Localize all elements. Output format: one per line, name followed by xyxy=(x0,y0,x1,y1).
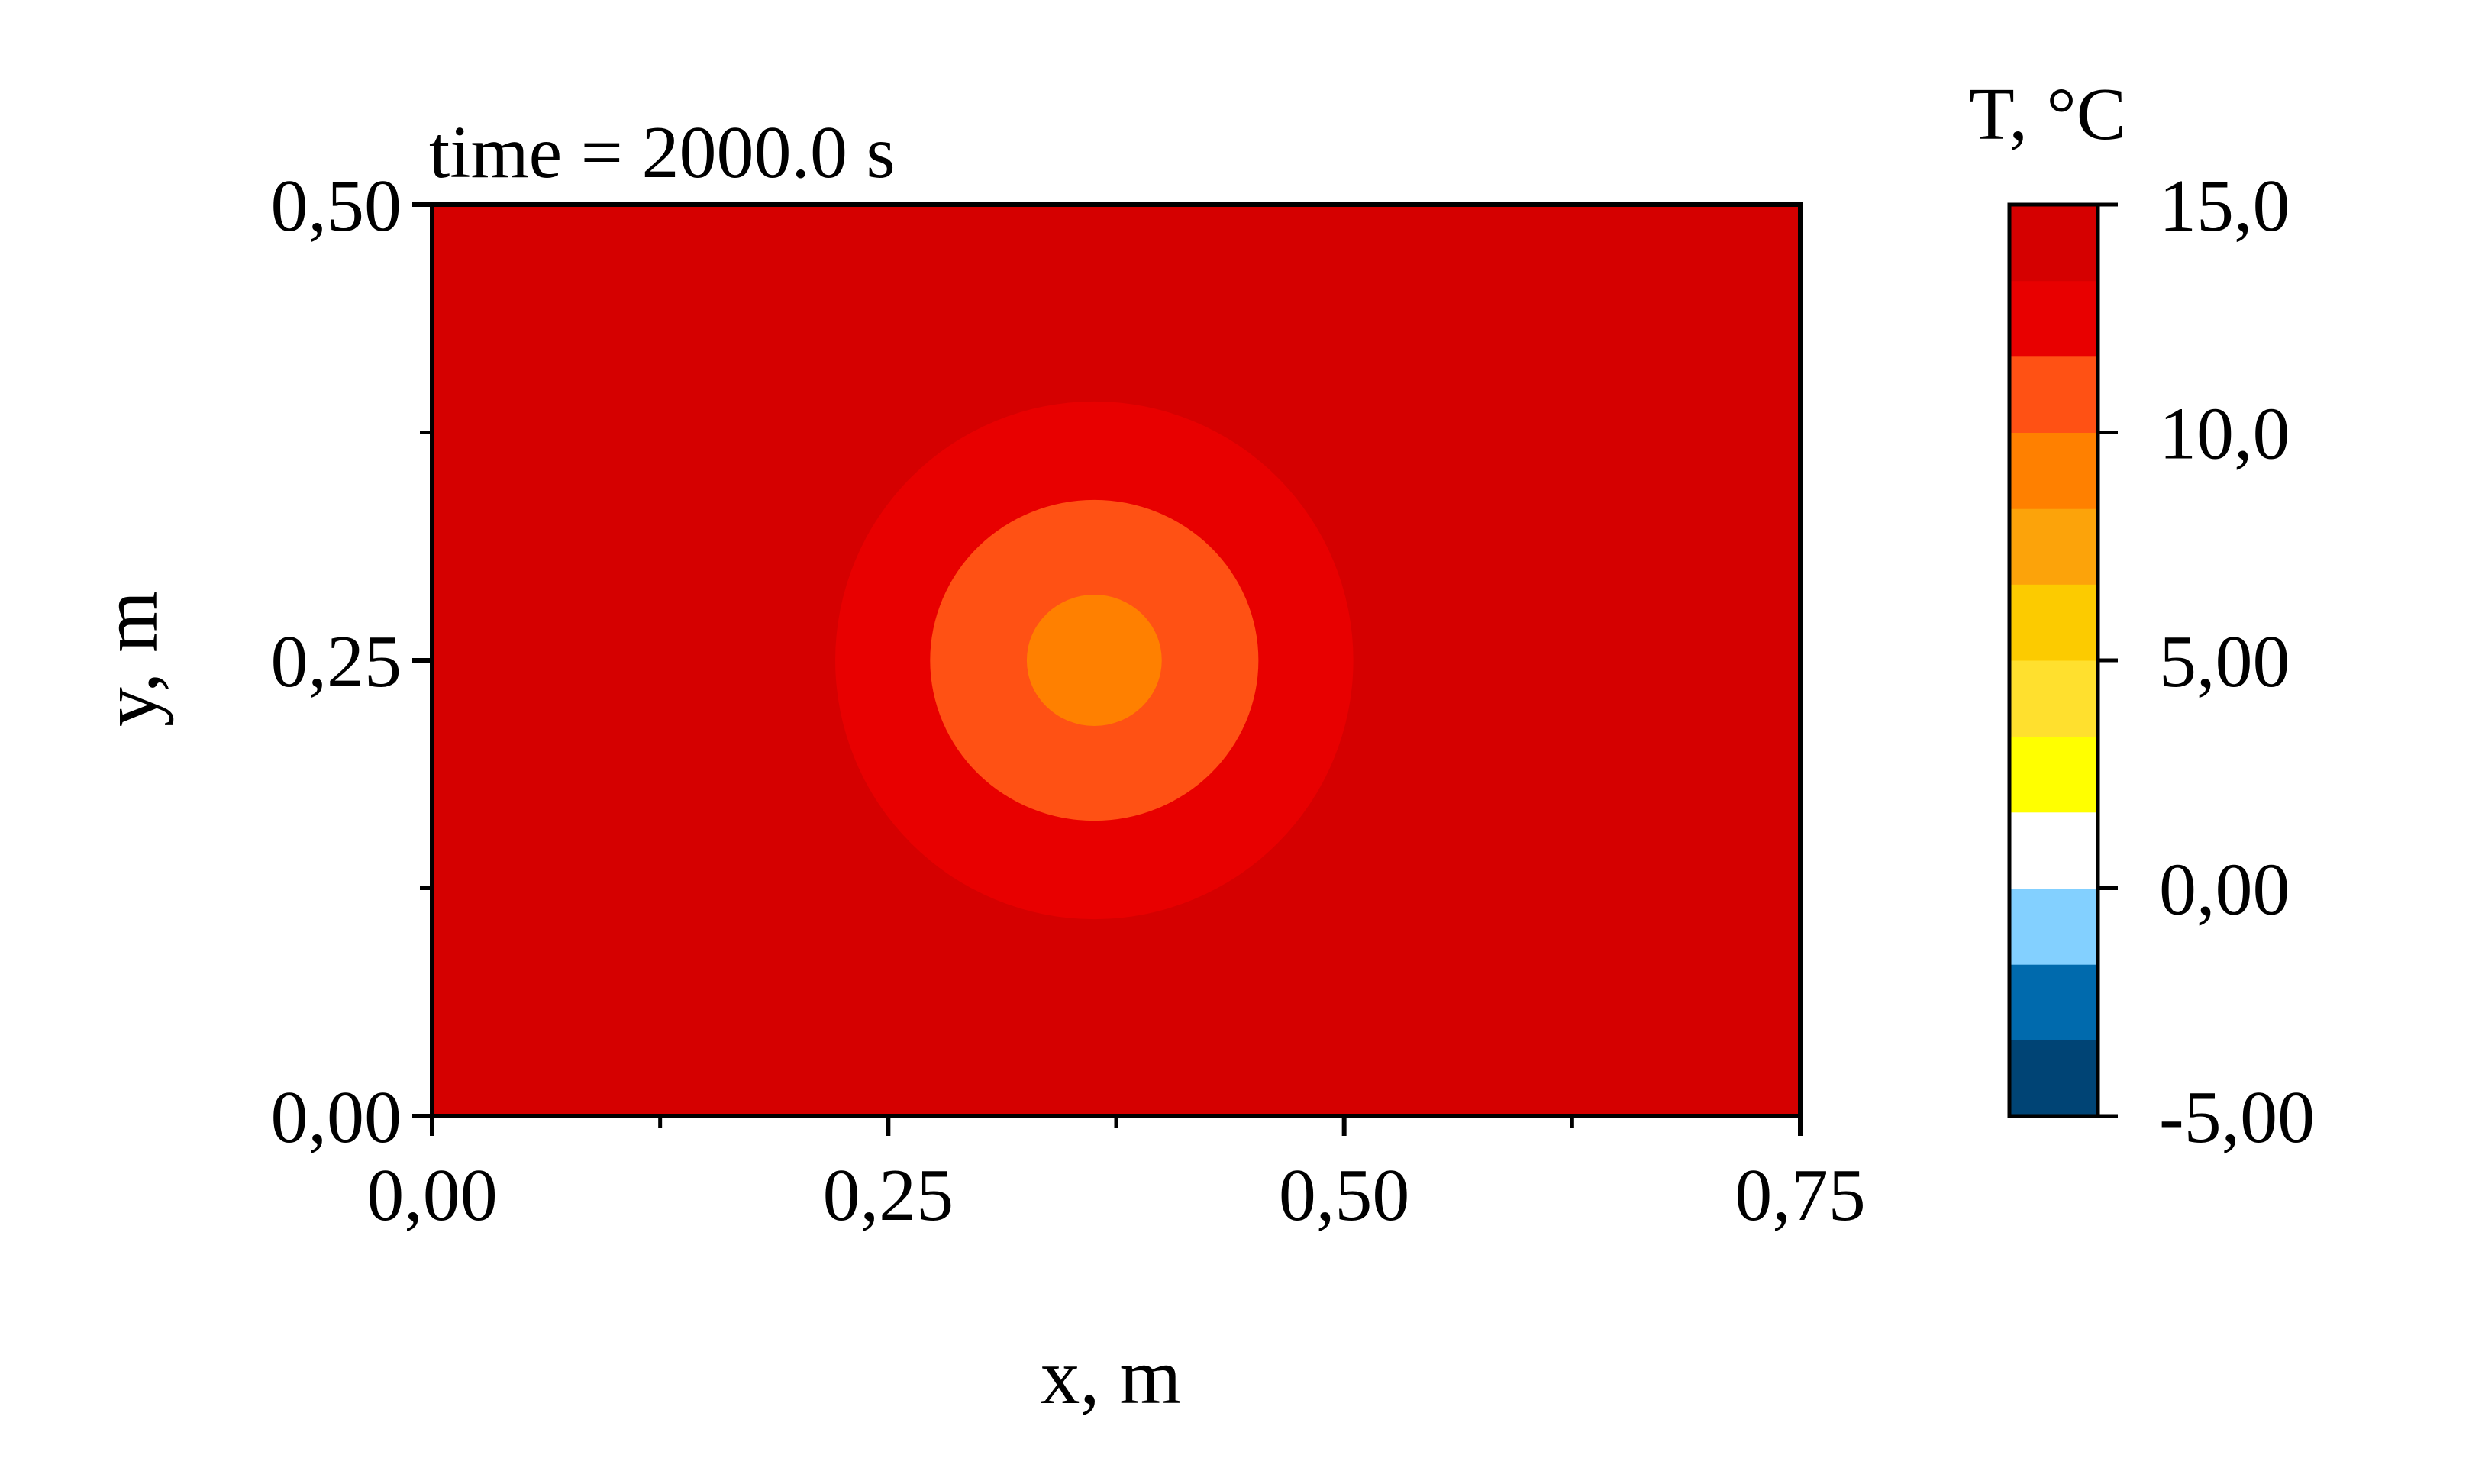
colorbar-level xyxy=(2009,811,2098,889)
y-axis-label: y, m xyxy=(86,591,174,727)
colorbar-level xyxy=(2009,660,2098,737)
colorbar-level xyxy=(2009,736,2098,813)
colorbar-level xyxy=(2009,1040,2098,1117)
x-tick-label: 0,25 xyxy=(823,1154,954,1237)
colorbar-tick-label: 10,0 xyxy=(2159,393,2290,476)
colorbar-level xyxy=(2009,888,2098,965)
axes: 0,00 0,25 0,50 0,75 0,00 0,25 0,50 xyxy=(271,165,1866,1237)
x-axis-label: x, m xyxy=(1041,1333,1182,1421)
y-tick-label: 0,25 xyxy=(271,621,402,703)
plot-area xyxy=(432,205,1800,1116)
y-tick-label: 0,50 xyxy=(271,165,402,247)
y-tick-label: 0,00 xyxy=(271,1076,402,1159)
chart-title: time = 2000.0 s xyxy=(429,111,896,194)
colorbar-level xyxy=(2009,280,2098,357)
colorbar-tick-label: -5,00 xyxy=(2159,1076,2315,1159)
colorbar-tick-label: 0,00 xyxy=(2159,849,2290,931)
colorbar-tick-label: 5,00 xyxy=(2159,621,2290,703)
colorbar-level xyxy=(2009,584,2098,661)
colorbar-tick-label: 15,0 xyxy=(2159,165,2290,247)
colorbar-level xyxy=(2009,508,2098,585)
colorbar-title: T, °C xyxy=(1969,73,2126,156)
colorbar-level xyxy=(2009,964,2098,1040)
colorbar-level xyxy=(2009,356,2098,433)
colorbar-level xyxy=(2009,205,2098,282)
contour-level-3 xyxy=(1026,595,1162,726)
x-tick-label: 0,50 xyxy=(1279,1154,1410,1237)
colorbar: -5,00 0,00 5,00 10,0 15,0 xyxy=(2007,165,2315,1159)
x-tick-label: 0,75 xyxy=(1735,1154,1866,1237)
colorbar-level xyxy=(2009,432,2098,509)
x-tick-label: 0,00 xyxy=(366,1154,498,1237)
